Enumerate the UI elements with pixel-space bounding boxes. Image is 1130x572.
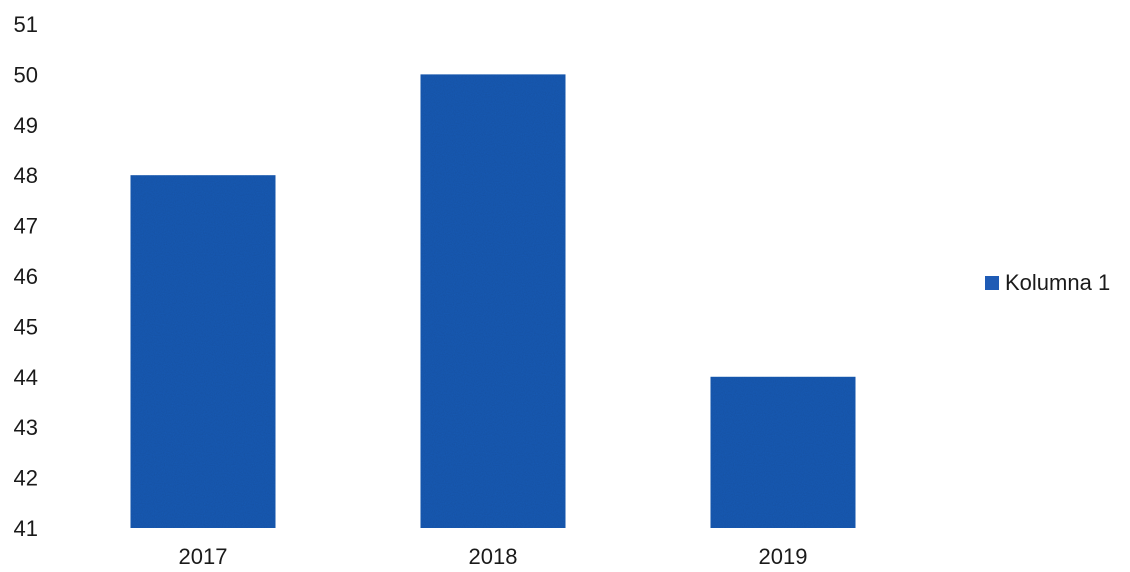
bar-2018 [420,74,566,529]
x-axis: 2017 2018 2019 [179,544,808,569]
x-tick-label: 2018 [469,544,518,569]
x-tick-label: 2019 [759,544,808,569]
legend: Kolumna 1 [985,270,1110,295]
bar-2017 [130,175,276,528]
y-tick-label: 43 [14,415,38,440]
bar-2019 [710,376,856,528]
y-tick-label: 46 [14,264,38,289]
y-tick-label: 49 [14,113,38,138]
legend-label: Kolumna 1 [1005,270,1110,295]
y-tick-label: 51 [14,12,38,37]
y-tick-label: 50 [14,62,38,87]
y-tick-label: 48 [14,163,38,188]
y-tick-label: 41 [14,516,38,541]
y-tick-label: 45 [14,314,38,339]
y-tick-label: 44 [14,365,38,390]
y-tick-label: 47 [14,214,38,239]
legend-swatch [985,276,999,290]
y-tick-label: 42 [14,466,38,491]
y-axis: 41 42 43 44 45 46 47 48 49 50 51 [14,12,38,541]
bar-series [130,74,856,529]
x-tick-label: 2017 [179,544,228,569]
